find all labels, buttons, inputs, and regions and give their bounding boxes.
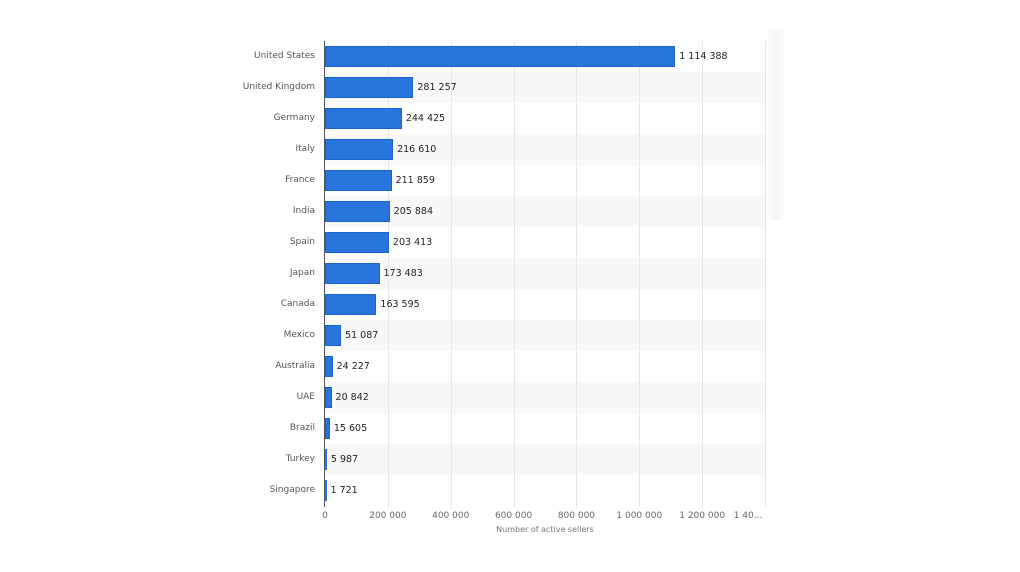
value-label: 205 884 <box>393 206 433 217</box>
row-band <box>325 475 765 506</box>
value-label: 203 413 <box>392 237 433 248</box>
row-band <box>325 382 765 413</box>
category-label: Brazil <box>289 423 315 433</box>
category-label: Canada <box>280 299 315 309</box>
value-label: 15 605 <box>333 423 368 434</box>
bar[interactable] <box>325 325 342 346</box>
gridline <box>576 41 577 507</box>
row-band <box>325 227 765 258</box>
category-label: Germany <box>273 113 315 123</box>
row-band <box>325 258 765 289</box>
bar[interactable] <box>325 263 380 284</box>
y-axis-line <box>324 41 325 507</box>
category-label: UAE <box>296 392 315 402</box>
category-label: Turkey <box>285 454 315 464</box>
bar[interactable] <box>325 170 392 191</box>
bar[interactable] <box>325 108 402 129</box>
category-label: Italy <box>295 144 315 154</box>
value-label: 244 425 <box>405 113 446 124</box>
row-band <box>325 413 765 444</box>
bar[interactable] <box>325 232 389 253</box>
bar[interactable] <box>325 139 394 160</box>
row-band <box>325 134 765 165</box>
value-label: 1 114 388 <box>679 51 728 62</box>
x-tick-label: 1 000 000 <box>616 511 663 521</box>
category-label: Singapore <box>269 485 315 495</box>
value-label: 211 859 <box>395 175 435 186</box>
category-label: Mexico <box>283 330 315 340</box>
category-label: United States <box>254 51 315 61</box>
value-label: 5 987 <box>330 454 359 465</box>
category-label: Australia <box>275 361 315 371</box>
gridline <box>639 41 640 507</box>
x-tick-label: 200 000 <box>369 511 407 521</box>
x-axis-label: Number of active sellers <box>496 525 594 534</box>
value-label: 163 595 <box>380 299 420 310</box>
gridline <box>765 41 766 507</box>
bar[interactable] <box>325 294 377 315</box>
row-band <box>325 320 765 351</box>
bar[interactable] <box>325 387 332 408</box>
category-label: United Kingdom <box>242 82 315 92</box>
value-label: 20 842 <box>335 392 369 403</box>
x-tick-label: 400 000 <box>432 511 470 521</box>
value-label: 281 257 <box>417 82 457 93</box>
value-label: 173 483 <box>383 268 423 279</box>
x-tick-label: 1 40... <box>733 511 763 521</box>
bar[interactable] <box>325 356 333 377</box>
bar[interactable] <box>325 480 327 501</box>
category-label: France <box>285 175 315 185</box>
category-label: Spain <box>289 237 315 247</box>
bar[interactable] <box>325 77 414 98</box>
row-band <box>325 196 765 227</box>
gridline <box>702 41 703 507</box>
bar[interactable] <box>325 418 330 439</box>
x-tick-label: 800 000 <box>557 511 596 521</box>
bar[interactable] <box>325 46 676 67</box>
bar[interactable] <box>325 201 390 222</box>
x-tick-label: 600 000 <box>494 511 533 521</box>
gridline <box>514 41 515 507</box>
row-band <box>325 351 765 382</box>
value-label: 51 087 <box>345 330 379 341</box>
category-label: Japan <box>289 268 315 278</box>
category-label: India <box>292 206 315 216</box>
value-label: 1 721 <box>330 485 358 496</box>
x-tick-label: 1 200 000 <box>679 511 726 521</box>
x-tick-label: 0 <box>322 511 328 521</box>
value-label: 24 227 <box>336 361 370 372</box>
row-band <box>325 444 765 475</box>
gridline <box>451 41 452 507</box>
gridline <box>388 41 389 507</box>
bar[interactable] <box>325 449 327 470</box>
value-label: 216 610 <box>397 144 437 155</box>
scroll-edge-shadow <box>768 30 784 220</box>
